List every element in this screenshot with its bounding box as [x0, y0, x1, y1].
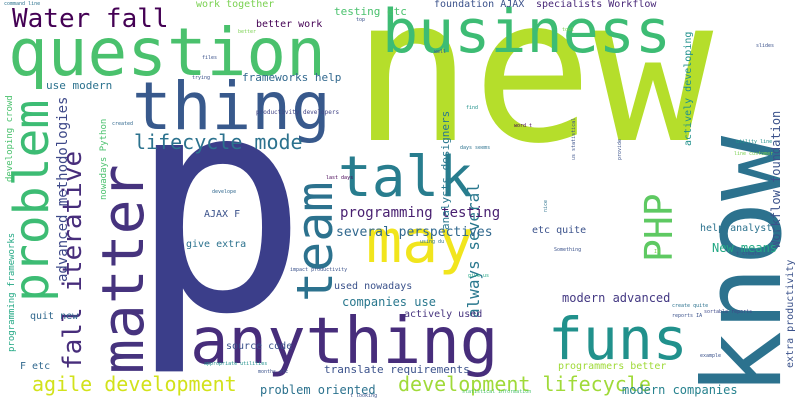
word-p: p: [128, 31, 309, 380]
word-give-extra: give extra: [186, 239, 247, 250]
word-command-line: command line: [4, 1, 41, 7]
word-last-days: last days: [326, 175, 354, 181]
word-slides: slides: [756, 43, 775, 49]
word-actively-used: actively used: [404, 309, 483, 320]
word-may: may: [366, 207, 475, 277]
word-developing-crowd: developing crowd: [5, 95, 15, 182]
word-line-customer: line customer: [734, 151, 774, 157]
word-days-seems: days seems: [460, 145, 491, 151]
word-top: top: [356, 17, 366, 23]
word-modern-companies: modern companies: [622, 383, 738, 397]
word-lifecycle-mode: lifecycle mode: [134, 130, 303, 154]
word-sortable-reports: sortable reports: [704, 309, 753, 315]
word-find: find: [466, 105, 479, 111]
word-created: created: [112, 121, 134, 127]
word-nice: nice: [543, 199, 549, 212]
word-foundation-ajax: foundation AJAX: [434, 0, 525, 10]
word-translate-requirements: translate requirements: [324, 363, 470, 376]
word-us-statistical: us statistical: [571, 117, 577, 160]
word-water-fall: Water fall: [12, 4, 169, 34]
word-something: Something: [554, 247, 582, 253]
word-used-nowadays: used nowadays: [334, 281, 413, 292]
word-specialists-workflow: specialists Workflow: [536, 0, 657, 10]
word-thing: thing: [132, 68, 331, 145]
word-example: example: [700, 353, 722, 359]
word-problem-oriented: problem oriented: [260, 383, 376, 397]
word-anything: anything: [190, 305, 499, 379]
word-business: business: [382, 0, 671, 67]
word-months-etc: months etc: [258, 369, 289, 375]
word-question: question: [8, 14, 326, 91]
word-always-several: always several: [464, 183, 483, 318]
word-funs: funs: [548, 305, 688, 373]
word-programming-testing: programming testing: [340, 205, 501, 221]
word-analysts-designers: analysts designers: [439, 110, 452, 230]
word-talk: talk: [338, 145, 473, 210]
word-f-etc: F etc: [20, 361, 51, 372]
word-provide: provide: [617, 138, 623, 160]
word-impact-productivity: impact productivity: [290, 267, 348, 273]
word-testing-etc: testing etc: [334, 5, 407, 18]
word-ik: Ik: [654, 249, 661, 255]
word-nowadays-python: nowadays Python: [99, 118, 109, 200]
word-appropriate-utilities: appropriate utilities: [204, 361, 268, 367]
word-create-quite: create quite: [672, 303, 709, 309]
word-files: files: [202, 55, 218, 61]
word-several-perspectives: several perspectives: [336, 225, 493, 240]
word-development-lifecycle: development lifecycle: [398, 372, 651, 396]
word-tool: tool: [562, 27, 575, 33]
word-help-analysts: help analysts: [700, 223, 779, 234]
word-statistical-information: statistical information: [462, 389, 532, 395]
word-t-create: t create: [736, 251, 761, 257]
word-work-together: work together: [196, 0, 275, 10]
word-reports-ia: reports IA: [672, 313, 703, 319]
word-companies-use: companies use: [342, 295, 436, 309]
word-utility-line: utility line: [736, 139, 773, 145]
word-better: better: [238, 29, 257, 35]
word-etc-quite: etc quite: [532, 225, 587, 236]
word-give-us: give us: [468, 273, 490, 279]
word-new-means: New means: [712, 241, 778, 255]
word-productivity-developers: productivity developers: [256, 109, 340, 116]
word-t-looking: t looking: [350, 393, 378, 399]
word-use-modern: use modern: [46, 79, 113, 92]
word-team: team: [286, 181, 344, 302]
word-advanced-methodologies: advanced methodologies: [55, 96, 71, 282]
word-ajax-f: AJAX F: [204, 209, 241, 220]
word-better-work: better work: [256, 19, 323, 30]
word-trying: trying: [192, 75, 211, 81]
word-develope: develope: [212, 189, 237, 195]
word-programming-frameworks: programming frameworks: [7, 232, 17, 352]
word-agile-development: agile development: [32, 372, 237, 396]
word-new: new: [352, 0, 714, 188]
word-frameworks-help: frameworks help: [242, 71, 342, 84]
word-extra-productivity: extra productivity: [785, 259, 796, 368]
word-quit-new: quit new: [30, 311, 79, 322]
word-source-code: source code: [226, 341, 293, 352]
word-actively-developing: actively developing: [683, 31, 694, 146]
word-modern-advanced: modern advanced: [562, 291, 671, 305]
word-word-t: word t: [514, 123, 533, 129]
word-using-du: using du: [420, 239, 445, 245]
word-programmers-better: programmers better: [558, 361, 667, 372]
word-well: well: [434, 49, 447, 55]
